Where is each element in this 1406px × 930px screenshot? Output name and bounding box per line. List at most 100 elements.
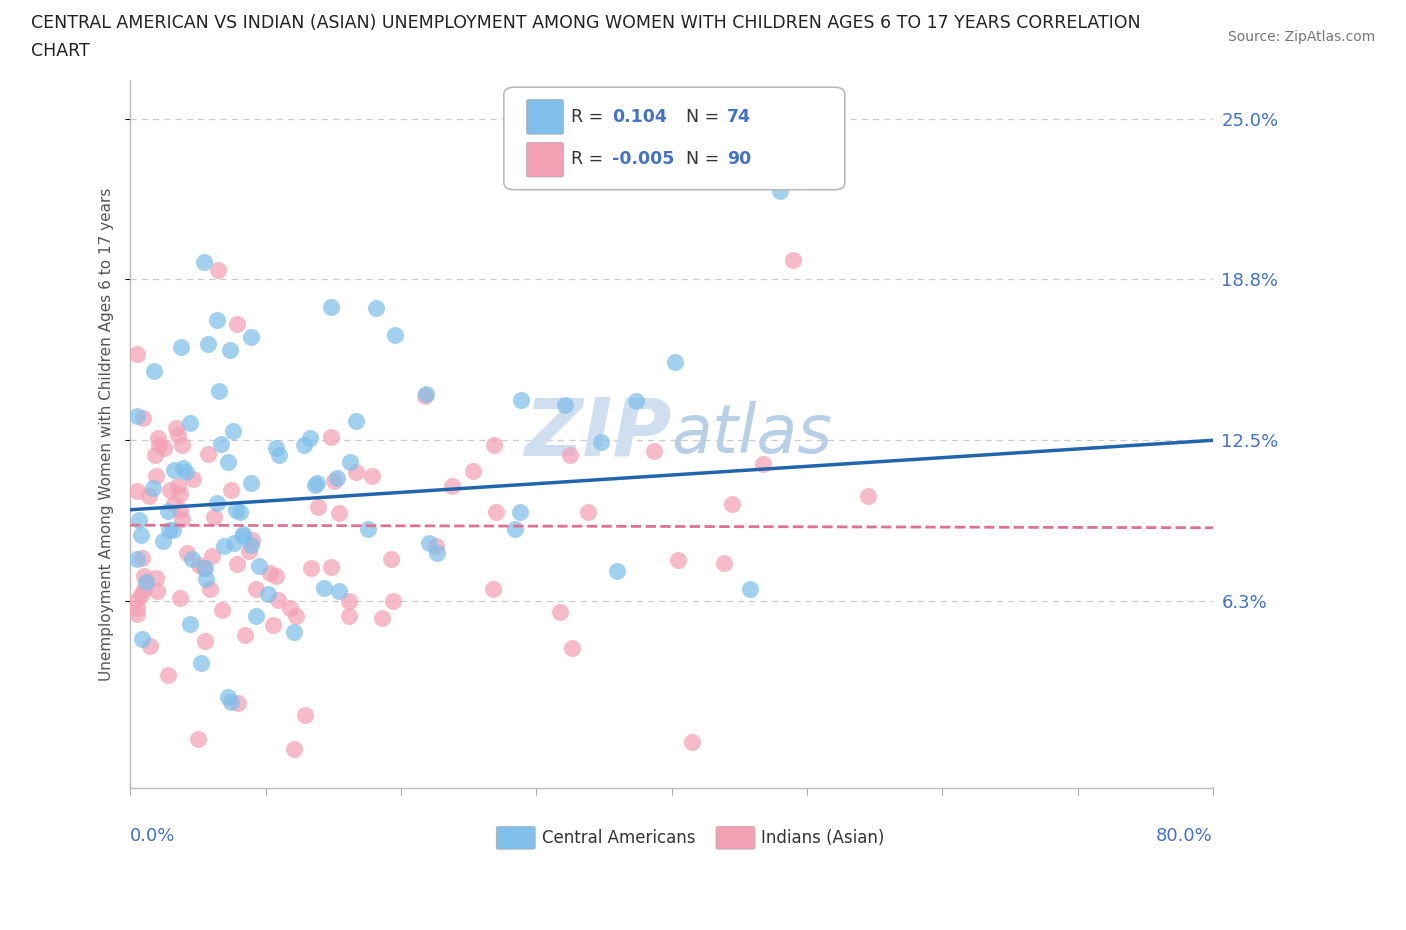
Point [262, 618, 284, 632]
Point [225, 557, 247, 572]
Point [194, 572, 217, 587]
Point [131, 551, 153, 565]
Point [170, 339, 193, 354]
Point [312, 580, 335, 595]
Point [153, 440, 176, 455]
Point [305, 475, 328, 490]
Point [188, 558, 211, 573]
Point [176, 546, 198, 561]
Point [484, 437, 506, 452]
Point [229, 504, 252, 519]
Point [643, 444, 665, 458]
Text: Indians (Asian): Indians (Asian) [762, 829, 884, 847]
Point [245, 581, 267, 596]
Point [127, 551, 149, 566]
Point [128, 513, 150, 528]
Point [298, 431, 321, 445]
Point [294, 708, 316, 723]
Point [485, 505, 508, 520]
Point [232, 528, 254, 543]
Point [360, 469, 382, 484]
Point [146, 583, 169, 598]
Point [194, 561, 217, 576]
Point [162, 523, 184, 538]
Point [208, 384, 231, 399]
Point [283, 741, 305, 756]
Point [127, 346, 149, 361]
Point [278, 600, 301, 615]
FancyBboxPatch shape [527, 142, 564, 177]
Point [169, 486, 191, 501]
Point [441, 478, 464, 493]
Point [193, 560, 215, 575]
Point [143, 447, 166, 462]
Point [425, 538, 447, 553]
Point [165, 420, 187, 435]
Point [127, 606, 149, 621]
Point [304, 478, 326, 493]
Text: 80.0%: 80.0% [1156, 827, 1213, 844]
Point [156, 668, 179, 683]
Point [202, 510, 225, 525]
Point [720, 497, 742, 512]
Point [560, 641, 582, 656]
Point [240, 533, 263, 548]
Point [181, 472, 204, 486]
Point [245, 608, 267, 623]
Point [666, 552, 689, 567]
Point [858, 489, 880, 504]
Point [292, 438, 315, 453]
Point [240, 538, 263, 552]
Text: ZIP: ZIP [524, 395, 672, 472]
Point [257, 587, 280, 602]
Point [207, 263, 229, 278]
Point [284, 608, 307, 623]
Point [211, 603, 233, 618]
Point [163, 462, 186, 477]
Point [179, 416, 201, 431]
FancyBboxPatch shape [527, 100, 564, 134]
Point [366, 300, 388, 315]
Point [550, 604, 572, 619]
Point [179, 617, 201, 631]
Point [267, 592, 290, 607]
Point [481, 581, 503, 596]
Point [371, 610, 394, 625]
Point [681, 735, 703, 750]
Point [418, 536, 440, 551]
Point [157, 523, 180, 538]
Point [166, 428, 188, 443]
Point [217, 455, 239, 470]
Point [221, 695, 243, 710]
Point [138, 489, 160, 504]
Point [413, 388, 436, 403]
Point [461, 463, 484, 478]
Y-axis label: Unemployment Among Women with Children Ages 6 to 17 years: Unemployment Among Women with Children A… [100, 187, 114, 681]
Point [233, 627, 256, 642]
Point [127, 601, 149, 616]
Point [212, 538, 235, 553]
Point [180, 551, 202, 566]
Point [509, 392, 531, 407]
Point [200, 582, 222, 597]
Point [145, 571, 167, 586]
Point [194, 633, 217, 648]
Point [337, 609, 360, 624]
Point [328, 584, 350, 599]
Point [170, 512, 193, 526]
Point [217, 689, 239, 704]
Point [782, 253, 804, 268]
Point [266, 568, 288, 583]
Point [325, 471, 347, 485]
Point [127, 484, 149, 498]
Point [139, 638, 162, 653]
Point [174, 465, 197, 480]
Point [328, 506, 350, 521]
Point [135, 574, 157, 589]
Point [382, 593, 405, 608]
Text: Source: ZipAtlas.com: Source: ZipAtlas.com [1227, 30, 1375, 44]
Point [201, 549, 224, 564]
Text: 0.0%: 0.0% [131, 827, 176, 844]
Point [238, 543, 260, 558]
Point [249, 558, 271, 573]
